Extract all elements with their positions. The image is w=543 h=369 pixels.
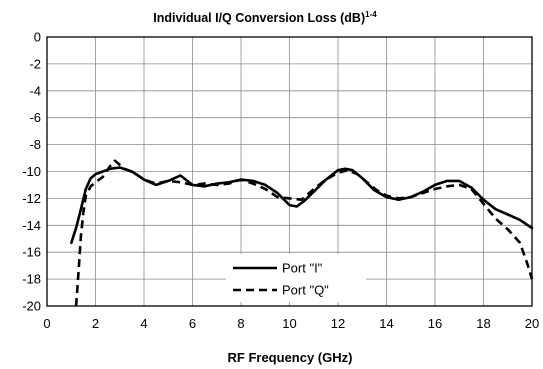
chart-title-text: Individual I/Q Conversion Loss (dB) [153, 11, 365, 25]
chart-title-superscript: 1-4 [365, 10, 377, 19]
y-tick-label: -2 [29, 56, 41, 71]
y-tick-label: -18 [22, 272, 41, 287]
y-tick-label: -20 [22, 299, 41, 314]
y-tick-label: -16 [22, 245, 41, 260]
plot-frame [46, 36, 533, 307]
y-tick-label: -10 [22, 164, 41, 179]
y-tick-label: -12 [22, 191, 41, 206]
legend: Port "I" Port "Q" [226, 254, 366, 302]
x-tick-label: 0 [43, 316, 50, 331]
legend-label: Port "I" [282, 261, 323, 276]
series-line-port-q [74, 159, 534, 307]
y-tick-label: -14 [22, 218, 41, 233]
x-tick-label: 20 [525, 316, 539, 331]
x-tick-label: 6 [189, 316, 196, 331]
x-tick-label: 8 [237, 316, 244, 331]
y-tick-label: 0 [34, 30, 41, 45]
y-tick-labels: 0 -2 -4 -6 -8 -10 -12 -14 -16 -18 -20 [22, 30, 41, 314]
x-tick-labels: 0 2 4 6 8 10 12 14 16 18 20 [43, 316, 539, 331]
series-line-port-i [70, 166, 534, 245]
y-tick-label: -6 [29, 110, 41, 125]
x-tick-label: 4 [140, 316, 147, 331]
chart-title: Individual I/Q Conversion Loss (dB)1-4 [153, 10, 377, 25]
x-tick-label: 18 [476, 316, 490, 331]
y-tick-label: -4 [29, 83, 41, 98]
y-tick-label: -8 [29, 137, 41, 152]
x-tick-label: 14 [379, 316, 393, 331]
x-axis-label: RF Frequency (GHz) [228, 350, 353, 365]
x-tick-label: 16 [428, 316, 442, 331]
legend-background [226, 254, 366, 302]
series-lines [70, 159, 534, 307]
x-tick-label: 2 [92, 316, 99, 331]
x-tick-label: 12 [331, 316, 345, 331]
legend-label: Port "Q" [282, 283, 329, 298]
x-tick-label: 10 [282, 316, 296, 331]
